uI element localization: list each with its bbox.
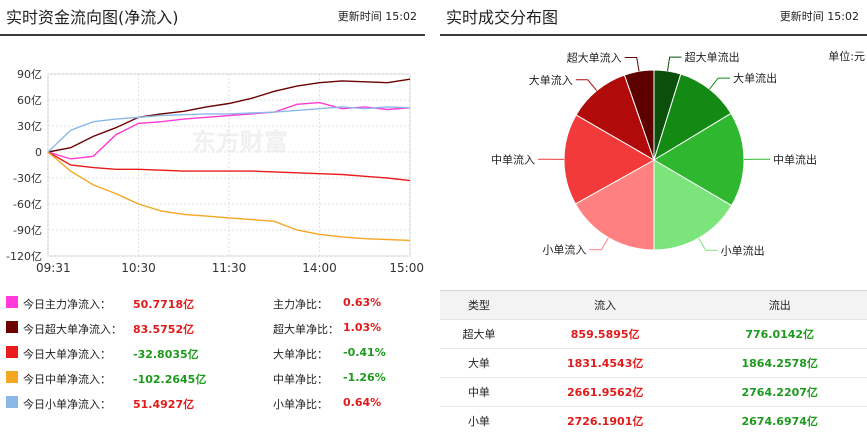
legend-ratio-label: 超大单净比：: [273, 321, 339, 337]
legend-ratio: -0.41%: [343, 346, 386, 359]
y-tick-label: -30亿: [13, 172, 42, 185]
y-tick-label: 60亿: [17, 94, 42, 107]
pie-label: 中单流出: [773, 152, 817, 166]
trade-distribution-header: 实时成交分布图 更新时间 15:02: [440, 0, 867, 36]
legend-label: 今日大单净流入：: [23, 346, 111, 362]
trade-flow-table: 类型 流入 流出 超大单 859.5895亿 776.0142亿 大单 1831…: [440, 290, 867, 435]
row-inflow: 1831.4543亿: [518, 349, 693, 378]
table-row: 中单 2661.9562亿 2764.2207亿: [440, 378, 867, 407]
x-tick-label: 14:00: [302, 261, 337, 275]
table-row: 小单 2726.1901亿 2674.6974亿: [440, 407, 867, 435]
row-type: 大单: [440, 349, 518, 378]
pie-label: 超大单流入: [567, 50, 622, 64]
row-outflow: 1864.2578亿: [692, 349, 867, 378]
row-inflow: 2661.9562亿: [518, 378, 693, 407]
column-header-inflow: 流入: [518, 291, 693, 320]
update-time: 15:02: [827, 10, 859, 23]
update-label: 更新时间: [780, 10, 824, 23]
pie-leader-line: [699, 238, 718, 250]
x-tick-label: 09:31: [36, 261, 71, 275]
pie-label: 中单流入: [491, 152, 535, 166]
pie-leader-line: [576, 80, 597, 91]
column-header-outflow: 流出: [692, 291, 867, 320]
legend-row-large: 今日大单净流入： -32.8035亿 大单净比： -0.41%: [0, 340, 425, 366]
trade-distribution-title: 实时成交分布图: [446, 4, 558, 28]
trade-distribution-panel: 实时成交分布图 更新时间 15:02 单位:元 超大单流出大单流出中单流出小单流…: [440, 0, 867, 420]
pie-leader-line: [589, 238, 608, 250]
column-header-type: 类型: [440, 291, 518, 320]
x-tick-label: 11:30: [212, 261, 247, 275]
pie-label: 超大单流出: [685, 50, 740, 64]
legend-label: 今日主力净流入：: [23, 296, 111, 312]
table-row: 大单 1831.4543亿 1864.2578亿: [440, 349, 867, 378]
legend-value: 83.5752亿: [133, 321, 194, 337]
legend-value: -32.8035亿: [133, 346, 199, 362]
update-time: 15:02: [385, 10, 417, 23]
row-type: 中单: [440, 378, 518, 407]
legend-ratio: -1.26%: [343, 371, 386, 384]
legend-ratio-label: 主力净比：: [273, 296, 328, 312]
legend-ratio: 0.63%: [343, 296, 381, 309]
legend-row-super-large: 今日超大单净流入： 83.5752亿 超大单净比： 1.03%: [0, 315, 425, 341]
legend-swatch: [6, 396, 18, 408]
y-tick-label: -90亿: [13, 224, 42, 237]
legend-row-small: 今日小单净流入： 51.4927亿 小单净比： 0.64%: [0, 390, 425, 416]
pie-label: 大单流出: [733, 71, 777, 85]
x-tick-label: 15:00: [389, 261, 424, 275]
legend-label: 今日超大单净流入：: [23, 321, 122, 337]
row-outflow: 2674.6974亿: [692, 407, 867, 435]
update-label: 更新时间: [338, 10, 382, 23]
legend-swatch: [6, 296, 18, 308]
legend-swatch: [6, 321, 18, 333]
y-tick-label: -60亿: [13, 198, 42, 211]
table-header-row: 类型 流入 流出: [440, 291, 867, 320]
y-tick-label: 30亿: [17, 120, 42, 133]
legend-ratio-label: 中单净比：: [273, 371, 328, 387]
row-type: 超大单: [440, 320, 518, 349]
pie-label: 大单流入: [529, 73, 573, 87]
plot-frame: [48, 74, 410, 256]
legend-label: 今日中单净流入：: [23, 371, 111, 387]
legend-value: 50.7718亿: [133, 296, 194, 312]
fund-flow-title: 实时资金流向图(净流入): [6, 4, 179, 28]
row-outflow: 776.0142亿: [692, 320, 867, 349]
row-inflow: 859.5895亿: [518, 320, 693, 349]
pie-label: 小单流入: [542, 243, 586, 257]
legend-value: -102.2645亿: [133, 371, 206, 387]
fund-flow-header: 实时资金流向图(净流入) 更新时间 15:02: [0, 0, 425, 36]
row-type: 小单: [440, 407, 518, 435]
x-tick-label: 10:30: [121, 261, 156, 275]
legend-row-main: 今日主力净流入： 50.7718亿 主力净比： 0.63%: [0, 290, 425, 316]
legend-value: 51.4927亿: [133, 396, 194, 412]
y-tick-label: 90亿: [17, 68, 42, 81]
pie-label: 小单流出: [721, 243, 765, 257]
legend-label: 今日小单净流入：: [23, 396, 111, 412]
legend-ratio: 0.64%: [343, 396, 381, 409]
fund-flow-update-time: 更新时间 15:02: [338, 8, 417, 24]
row-inflow: 2726.1901亿: [518, 407, 693, 435]
legend-ratio-label: 大单净比：: [273, 346, 328, 362]
legend-swatch: [6, 346, 18, 358]
table-row: 超大单 859.5895亿 776.0142亿: [440, 320, 867, 349]
legend-swatch: [6, 371, 18, 383]
legend-ratio: 1.03%: [343, 321, 381, 334]
pie-leader-line: [709, 78, 730, 89]
pie-leader-line: [625, 57, 639, 71]
legend-ratio-label: 小单净比：: [273, 396, 328, 412]
row-outflow: 2764.2207亿: [692, 378, 867, 407]
pie-leader-line: [668, 57, 682, 71]
y-tick-label: 0: [35, 146, 42, 159]
trade-distribution-update-time: 更新时间 15:02: [780, 8, 859, 24]
legend-row-medium: 今日中单净流入： -102.2645亿 中单净比： -1.26%: [0, 365, 425, 391]
